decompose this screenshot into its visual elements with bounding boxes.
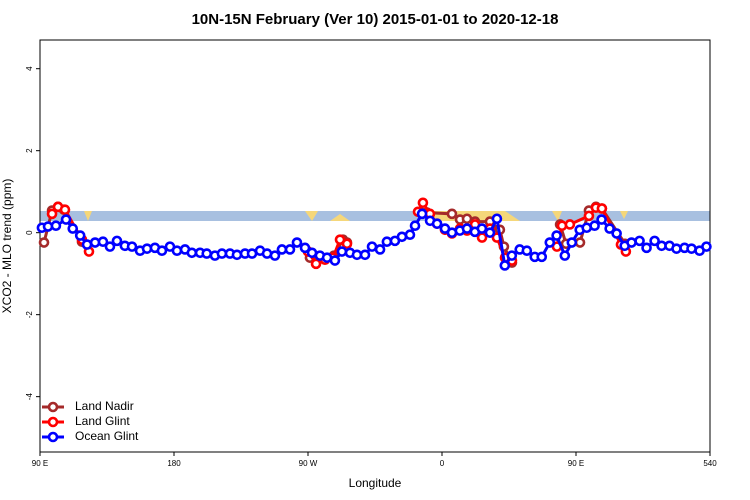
point — [596, 214, 607, 225]
point — [583, 210, 595, 222]
y-tick-label: 2 — [25, 148, 34, 153]
point — [409, 220, 421, 232]
point — [374, 244, 386, 255]
point — [484, 227, 496, 238]
series-line — [41, 211, 708, 270]
point — [416, 208, 428, 220]
point — [111, 235, 123, 247]
point — [611, 228, 622, 239]
point — [446, 208, 458, 220]
legend-label: Land Glint — [75, 414, 130, 428]
point — [46, 208, 58, 220]
legend-marker — [47, 401, 59, 413]
point — [329, 255, 341, 266]
point — [701, 241, 712, 252]
point — [564, 219, 576, 230]
x-tick-label: 90 E — [32, 459, 48, 468]
point — [626, 237, 637, 248]
y-tick-label: -4 — [25, 393, 34, 401]
point — [506, 250, 518, 261]
point — [649, 235, 660, 247]
legend-marker — [47, 431, 59, 443]
point — [491, 213, 503, 225]
point — [671, 243, 682, 254]
y-tick-label: 4 — [25, 66, 34, 71]
legend-marker — [47, 416, 59, 428]
x-tick-label: 90 W — [299, 459, 318, 468]
point — [596, 203, 608, 214]
point — [60, 214, 72, 225]
x-tick-label: 180 — [167, 459, 181, 468]
point — [431, 218, 443, 229]
point — [156, 245, 168, 257]
point — [67, 223, 79, 234]
point — [310, 258, 322, 270]
point — [381, 236, 393, 247]
point — [359, 249, 371, 261]
point — [104, 241, 116, 252]
point — [536, 251, 548, 263]
point — [38, 237, 50, 248]
point — [417, 197, 429, 209]
point — [284, 244, 296, 255]
point — [551, 230, 562, 241]
x-tick-label: 0 — [440, 459, 445, 468]
point — [476, 223, 488, 234]
y-axis-label: XCO2 - MLO trend (ppm) — [0, 179, 14, 314]
point — [566, 237, 578, 248]
x-tick-label: 540 — [703, 459, 717, 468]
chart-title: 10N-15N February (Ver 10) 2015-01-01 to … — [192, 11, 559, 28]
y-tick-label: -2 — [25, 311, 34, 319]
point — [634, 235, 645, 247]
point — [641, 242, 652, 254]
point — [559, 250, 571, 261]
point — [126, 241, 138, 252]
point — [231, 249, 243, 261]
point — [299, 242, 311, 254]
point — [341, 238, 353, 250]
point — [59, 204, 71, 216]
point — [171, 245, 183, 257]
point — [50, 220, 62, 232]
point — [521, 245, 533, 257]
point — [186, 247, 198, 259]
point — [589, 220, 600, 232]
point — [269, 250, 281, 261]
point — [499, 260, 511, 271]
x-axis-label: Longitude — [349, 476, 402, 490]
point — [544, 237, 556, 248]
point — [404, 229, 416, 241]
point — [291, 237, 303, 248]
point — [97, 236, 109, 247]
x-tick-label: 90 E — [568, 459, 584, 468]
legend-label: Land Nadir — [75, 399, 134, 413]
point — [604, 223, 615, 234]
point — [74, 230, 86, 241]
map-strip — [40, 211, 710, 221]
point — [201, 248, 213, 259]
legend-label: Ocean Glint — [75, 429, 139, 443]
point — [336, 246, 348, 257]
point — [574, 237, 586, 248]
y-tick-label: 0 — [25, 230, 34, 235]
